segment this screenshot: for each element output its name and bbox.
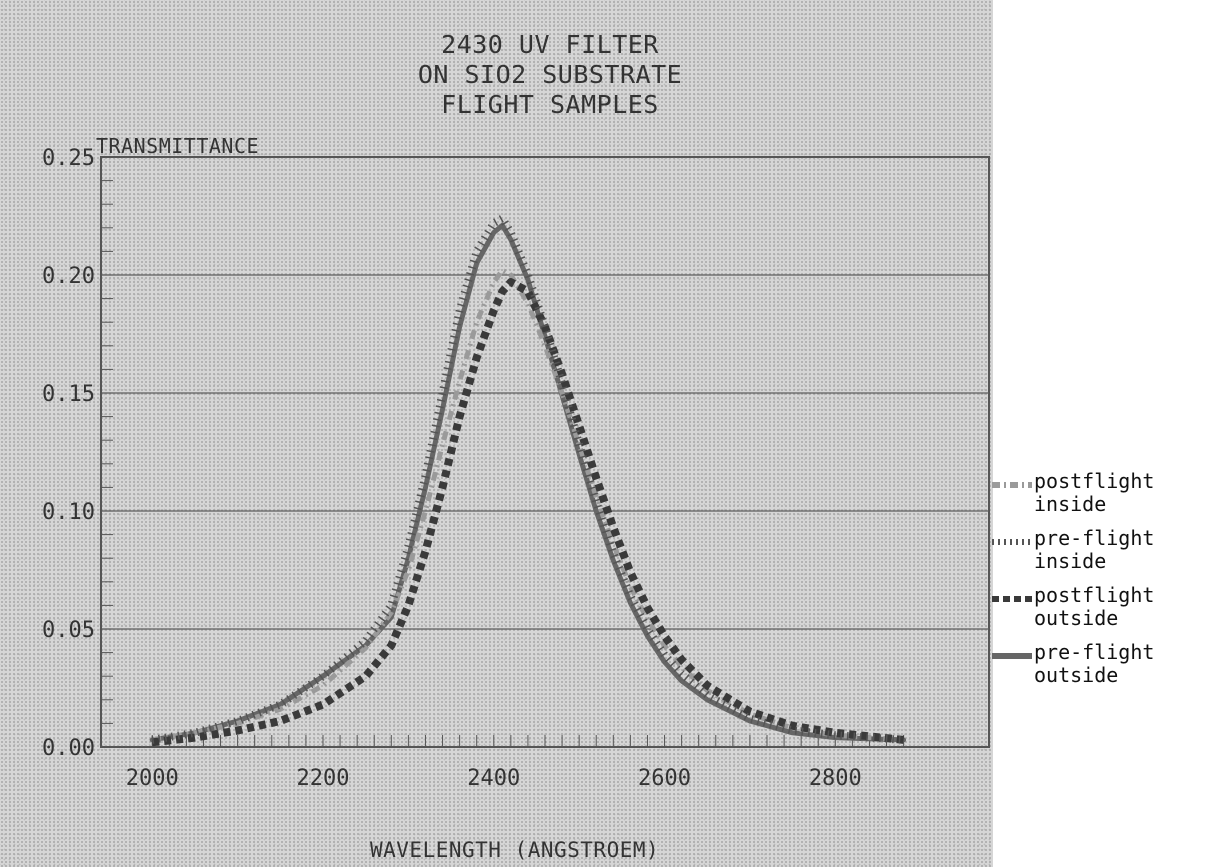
plot-frame bbox=[100, 156, 990, 748]
legend-item-postflight-inside: postflight inside bbox=[990, 470, 1230, 525]
legend-item-pre-flight-outside: pre-flight outside bbox=[990, 641, 1230, 696]
legend-swatch-pre-flight-inside bbox=[992, 539, 1032, 545]
x-tick-label-2: 2400 bbox=[467, 766, 520, 791]
legend-label-pre-flight-inside: pre-flight inside bbox=[1034, 526, 1155, 573]
x-tick-label-3: 2600 bbox=[638, 766, 691, 791]
y-tick-label-5: 0.25 bbox=[42, 146, 95, 171]
y-tick-labels: 0.00 0.05 0.10 0.15 0.20 0.25 bbox=[42, 146, 95, 761]
legend: postflight inside pre-flight inside post… bbox=[990, 470, 1230, 698]
legend-swatch-postflight-outside bbox=[992, 596, 1032, 602]
y-tick-label-2: 0.10 bbox=[42, 500, 95, 525]
series-line-4 bbox=[149, 222, 907, 743]
x-tick-labels: 2000 2200 2400 2600 2800 bbox=[126, 766, 862, 791]
gridlines bbox=[101, 274, 989, 630]
chart-background bbox=[0, 0, 993, 867]
y-axis-label: TRANSMITTANCE bbox=[96, 134, 260, 158]
x-tick-label-0: 2000 bbox=[126, 766, 179, 791]
minor-ticks bbox=[101, 156, 905, 748]
y-tick-label-4: 0.20 bbox=[42, 264, 95, 289]
series-line-3 bbox=[151, 278, 905, 747]
x-axis-label: WAVELENGTH (ANGSTROEM) bbox=[370, 838, 660, 862]
chart-title-line-1: 2430 UV FILTER bbox=[441, 30, 659, 59]
series-line-1 bbox=[151, 267, 904, 743]
legend-label-pre-flight-outside: pre-flight outside bbox=[1034, 640, 1155, 687]
legend-swatch-postflight-inside bbox=[992, 482, 1032, 488]
plot-area: 0.00 0.05 0.10 0.15 0.20 0.25 2000 2200 2400 260… bbox=[42, 146, 990, 791]
legend-item-pre-flight-inside: pre-flight inside bbox=[990, 527, 1230, 582]
x-tick-label-4: 2800 bbox=[809, 766, 862, 791]
chart-title-line-2: ON SIO2 SUBSTRATE bbox=[417, 60, 683, 89]
chart-title-line-3: FLIGHT SAMPLES bbox=[441, 90, 659, 119]
x-tick-label-1: 2200 bbox=[297, 766, 350, 791]
series-line-2 bbox=[151, 214, 904, 744]
y-tick-label-1: 0.05 bbox=[42, 618, 95, 643]
y-tick-label-3: 0.15 bbox=[42, 382, 95, 407]
legend-label-postflight-inside: postflight inside bbox=[1034, 469, 1155, 516]
legend-item-postflight-outside: postflight outside bbox=[990, 584, 1230, 639]
legend-swatch-pre-flight-outside bbox=[992, 653, 1032, 659]
legend-label-postflight-outside: postflight outside bbox=[1034, 583, 1155, 630]
y-tick-label-0: 0.00 bbox=[42, 736, 95, 761]
series-layer bbox=[149, 214, 907, 747]
